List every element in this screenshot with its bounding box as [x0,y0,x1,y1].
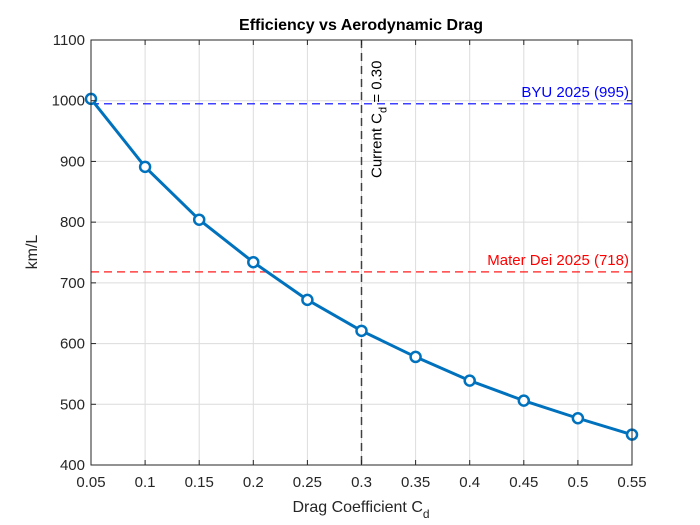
x-tick-labels: 0.05 0.1 0.15 0.2 0.25 0.3 0.35 0.4 0.45 0.5 0.55 [76,474,646,491]
y-tick-label: 500 [60,396,85,413]
data-point [192,213,206,226]
y-tick-label: 800 [60,214,85,231]
x-tick-label: 0.15 [185,474,214,491]
reference-lines: BYU 2025 (995) Mater Dei 2025 (718) [91,84,632,273]
x-tick-label: 0.5 [567,474,588,491]
data-point [355,324,368,338]
x-tick-label: 0.05 [76,474,105,491]
data-point [138,160,152,174]
y-tick-label: 400 [60,457,85,474]
x-tick-label: 0.55 [617,474,646,491]
x-tick-label: 0.2 [243,474,264,491]
x-tick-label: 0.35 [401,474,430,491]
x-tick-label: 0.1 [135,474,156,491]
y-tick-label: 1100 [53,32,85,49]
data-point [463,374,476,387]
x-axis-label: Drag Coefficient Cd [292,499,429,521]
x-tick-label: 0.4 [459,474,480,491]
data-point [409,350,422,364]
y-axis-label: km/L [24,235,41,270]
data-point [301,293,314,307]
series-group [84,92,639,441]
chart-title: Efficiency vs Aerodynamic Drag [239,17,483,34]
y-tick-label: 600 [60,336,85,353]
current-cd-label-suffix: = 0.30 [369,61,386,107]
y-tick-label: 1000 [52,93,85,110]
y-tick-labels: 400 500 600 700 800 900 1000 1100 [52,32,85,474]
x-tick-label: 0.25 [293,474,322,491]
axis-ticks [90,39,633,466]
current-cd-line-group: Current Cd = 0.30 [360,40,390,465]
data-point [517,394,531,407]
mater-dei-reference-label: Mater Dei 2025 (718) [487,252,629,269]
y-tick-label: 700 [60,275,85,292]
data-point [571,412,585,425]
y-tick-label: 900 [60,153,85,170]
current-cd-label-sub: d [378,107,390,113]
x-tick-label: 0.3 [351,474,372,491]
current-cd-label: Current Cd = 0.30 [369,61,390,178]
byu-reference-label: BYU 2025 (995) [521,84,629,101]
data-point [247,255,260,269]
x-tick-label: 0.45 [509,474,538,491]
current-cd-label-prefix: Current C [369,113,386,178]
